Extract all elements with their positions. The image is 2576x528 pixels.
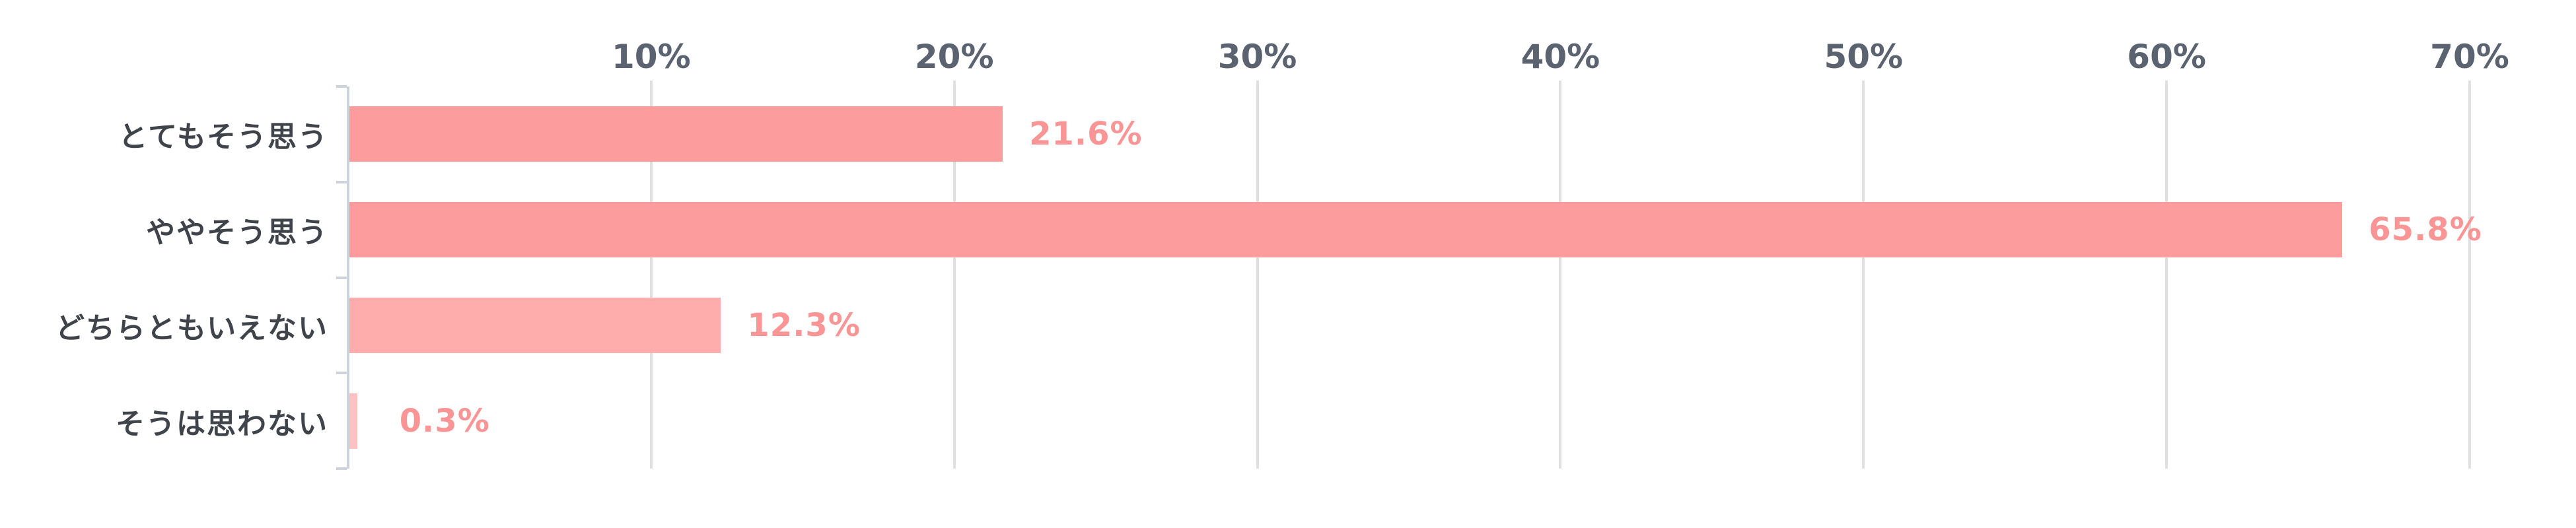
bar — [349, 297, 721, 353]
bar — [349, 202, 2343, 258]
x-axis-tick-label: 30% — [1217, 38, 1297, 76]
y-axis-line — [347, 86, 349, 469]
x-axis-tick-label: 60% — [2127, 38, 2206, 76]
y-axis-tick — [336, 467, 347, 470]
x-gridline — [2165, 81, 2168, 469]
x-gridline — [1256, 81, 1259, 469]
x-gridline — [649, 81, 653, 469]
category-label: そうは思わない — [116, 407, 328, 441]
x-gridline — [2468, 81, 2471, 469]
category-label: とてもそう思う — [118, 120, 328, 154]
x-gridline — [1559, 81, 1562, 469]
x-axis-tick-label: 70% — [2430, 38, 2509, 76]
value-label: 12.3% — [747, 306, 861, 344]
category-label: どちらともいえない — [55, 311, 328, 345]
y-axis-tick — [336, 85, 347, 88]
y-axis-tick — [336, 180, 347, 183]
x-axis-tick-label: 20% — [914, 38, 994, 76]
y-axis-tick — [336, 372, 347, 375]
x-axis-tick-label: 10% — [612, 38, 691, 76]
x-axis-tick-label: 50% — [1824, 38, 1904, 76]
x-gridline — [1862, 81, 1865, 469]
x-axis-tick-label: 40% — [1521, 38, 1600, 76]
bar — [349, 393, 357, 449]
x-gridline — [952, 81, 956, 469]
value-label: 0.3% — [399, 402, 490, 440]
y-axis-tick — [336, 276, 347, 279]
bar — [349, 106, 1003, 162]
value-label: 21.6% — [1029, 116, 1143, 153]
category-label: ややそう思う — [146, 216, 328, 250]
value-label: 65.8% — [2369, 211, 2482, 249]
